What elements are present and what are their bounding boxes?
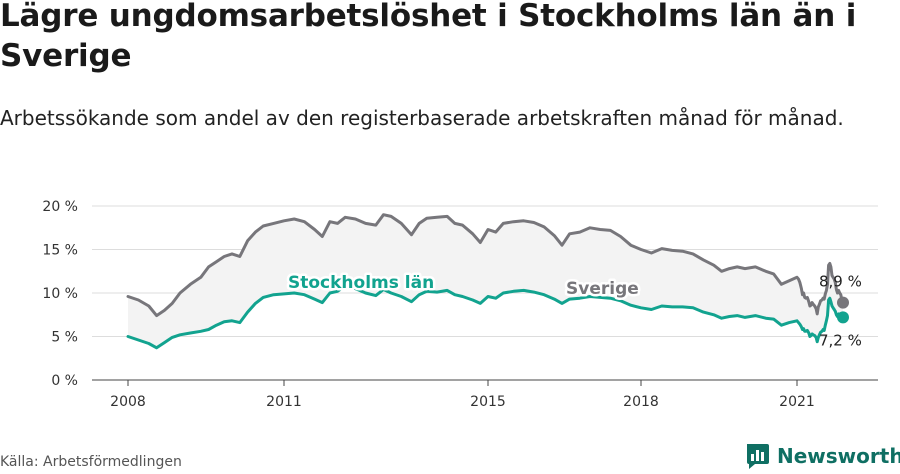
- series-end-marker-stockholm: [837, 311, 849, 324]
- series-end-marker-sverige: [837, 296, 849, 309]
- series-line-stockholm: [126, 284, 845, 350]
- x-tick-label: 2018: [623, 394, 659, 410]
- source-note: Källa: Arbetsförmedlingen: [0, 454, 182, 470]
- end-value-sverige: 8,9 %: [819, 273, 862, 291]
- y-tick-label: 5 %: [51, 330, 78, 346]
- series-layer: [126, 213, 849, 350]
- x-tick-label: 2011: [266, 394, 302, 410]
- series-label-stockholm: Stockholms län: [288, 273, 434, 293]
- x-tick-label: 2021: [779, 394, 815, 410]
- label-layer: Stockholms län Sverige 8,9 % 7,2 %: [286, 271, 862, 350]
- series-label-sverige: Sverige: [566, 279, 639, 299]
- y-tick-label: 15 %: [42, 243, 78, 259]
- gap-band: [128, 214, 843, 348]
- x-axis: 2008 2011 2015 2018 2021: [92, 379, 878, 410]
- newsworthy-logo-icon: [747, 444, 769, 469]
- y-tick-label: 20 %: [42, 199, 78, 215]
- page-title: Lägre ungdomsarbetslöshet i Stockholms l…: [0, 0, 857, 74]
- x-tick-label: 2015: [470, 394, 506, 410]
- line-chart: 0 %5 %10 %15 %20 % 2008 2011 2015 2018 2021 …: [42, 199, 878, 410]
- brand-name: Newsworthy: [777, 444, 900, 468]
- series-line-sverige: [126, 213, 845, 318]
- chart-subtitle: Arbetssökande som andel av den registerb…: [0, 106, 844, 130]
- brand-logo[interactable]: Newsworthy: [745, 442, 900, 470]
- y-tick-label: 0 %: [51, 373, 78, 389]
- end-value-stockholm: 7,2 %: [819, 331, 862, 349]
- x-tick-label: 2008: [110, 394, 146, 410]
- y-tick-label: 10 %: [42, 286, 78, 302]
